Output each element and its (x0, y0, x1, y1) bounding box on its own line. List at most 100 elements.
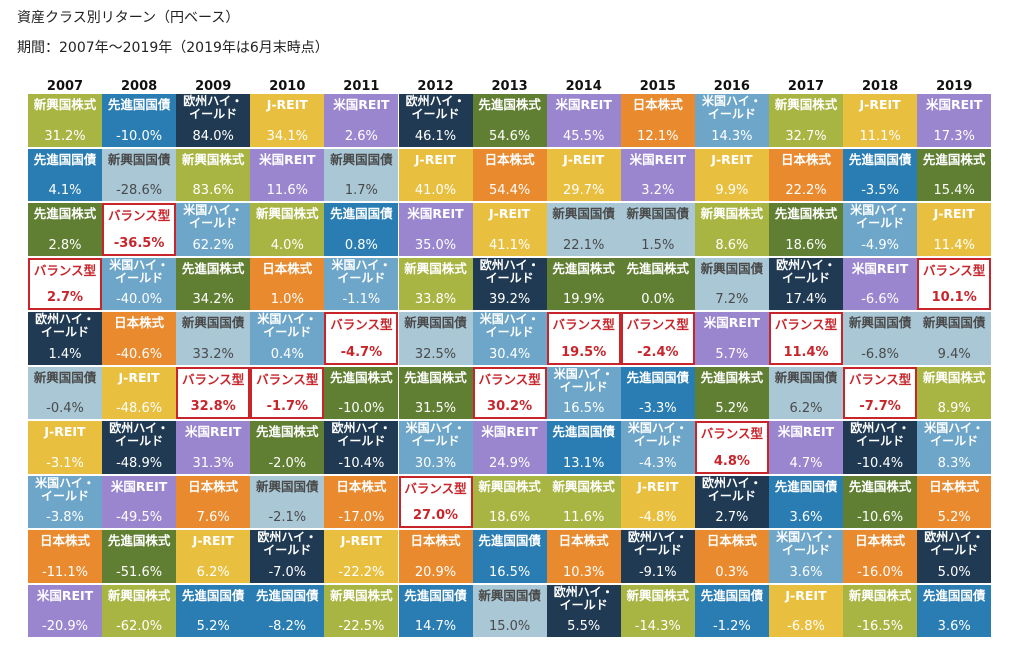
asset-class-label: 日本株式 (484, 151, 535, 167)
return-value: -22.5% (338, 619, 385, 634)
return-cell: 新興国国債 15.0% (472, 584, 547, 637)
return-cell: J-REIT 11.4% (917, 203, 992, 256)
return-value: -3.1% (46, 455, 84, 471)
asset-class-label: 新興国株式 (33, 97, 97, 112)
asset-class-label: バランス型 (182, 371, 245, 387)
return-cell: 欧州ハイ・ イールド 39.2% (472, 257, 547, 310)
asset-class-label: 米国REIT (185, 424, 242, 439)
asset-class-label: 日本株式 (558, 533, 609, 548)
return-value: 54.4% (488, 183, 531, 198)
return-value: -9.1% (638, 564, 677, 580)
asset-class-label: 日本株式 (188, 478, 239, 494)
return-value: 0.0% (641, 292, 675, 307)
asset-class-label: 新興国株式 (181, 151, 245, 167)
return-value: 6.2% (196, 564, 230, 580)
return-value: -4.8% (638, 510, 677, 525)
return-value: 14.7% (414, 619, 457, 634)
return-value: 11.1% (859, 128, 901, 144)
return-value: 20.9% (414, 564, 457, 580)
asset-class-label: 米国ハイ・ イールド (776, 530, 836, 557)
asset-class-label: 先進国国債 (256, 587, 319, 603)
asset-class-label: 新興国株式 (626, 587, 690, 603)
return-value: 22.1% (563, 237, 605, 253)
return-cell: 先進国株式 2.8% (28, 203, 102, 256)
return-cell: 米国ハイ・ イールド -40.0% (102, 257, 177, 310)
return-value: 11.4% (783, 344, 829, 360)
return-cell: 欧州ハイ・ イールド 5.5% (546, 584, 621, 637)
asset-class-label: バランス型 (848, 371, 912, 387)
return-cell: 日本株式 -11.1% (28, 530, 102, 583)
return-value: 32.8% (190, 399, 236, 414)
asset-class-label: J-REIT (414, 151, 457, 167)
return-value: 8.6% (715, 237, 749, 253)
return-cell: 米国REIT 31.3% (176, 421, 251, 474)
return-cell: 新興国国債 6.2% (769, 366, 843, 419)
return-cell: 新興国株式 -16.5% (843, 584, 918, 637)
return-cell: J-REIT 9.9% (694, 148, 769, 201)
return-cell: 日本株式 5.2% (917, 475, 992, 528)
return-cell: 先進国国債 -1.2% (694, 584, 769, 637)
return-value: -16.5% (857, 619, 904, 634)
return-value: 2.8% (48, 237, 82, 253)
asset-class-label: 新興国株式 (478, 478, 541, 494)
return-value: 5.0% (937, 564, 971, 580)
return-cell: 先進国株式 -10.0% (324, 366, 399, 419)
return-cell: 先進国株式 -10.6% (843, 475, 918, 528)
return-value: -3.3% (638, 401, 677, 416)
return-value: -7.7% (859, 399, 901, 414)
return-cell: 新興国国債 -28.6% (102, 148, 177, 201)
return-cell: 米国REIT -6.6% (843, 257, 918, 310)
return-cell: バランス型 32.8% (176, 366, 251, 419)
asset-class-label: 先進国国債 (774, 478, 838, 494)
asset-class-label: 米国ハイ・ イールド (257, 312, 318, 339)
asset-class-label: 米国REIT (629, 151, 686, 167)
asset-class-label: バランス型 (700, 426, 764, 441)
asset-class-label: 米国ハイ・ イールド (924, 421, 985, 448)
asset-class-label: J-REIT (340, 533, 382, 548)
asset-class-label: 日本株式 (262, 260, 313, 276)
return-cell: 先進国国債 -8.2% (250, 584, 325, 637)
asset-class-label: 先進国国債 (107, 97, 171, 112)
return-cell: 新興国国債 -0.4% (28, 366, 102, 419)
asset-class-label: バランス型 (330, 317, 393, 332)
asset-class-label: 先進国株式 (922, 151, 986, 167)
return-value: 0.8% (344, 237, 378, 253)
return-cell: 先進国株式 5.2% (694, 366, 769, 419)
asset-class-label: 新興国国債 (552, 206, 615, 221)
return-cell: 米国REIT 4.7% (769, 421, 843, 474)
return-value: -36.5% (113, 235, 165, 251)
asset-class-label: 米国ハイ・ イールド (553, 366, 614, 394)
return-cell: 米国REIT -20.9% (28, 584, 102, 637)
return-cell: 日本株式 20.9% (398, 530, 473, 583)
return-value: -62.0% (116, 619, 163, 634)
return-value: -51.6% (116, 564, 163, 580)
asset-class-label: 新興国株式 (330, 587, 393, 603)
year-label-2016: 2016 (713, 79, 750, 94)
return-value: -10.6% (857, 510, 904, 525)
asset-class-label: 日本株式 (410, 533, 461, 548)
return-value: 0.4% (270, 346, 304, 362)
asset-class-label: 欧州ハイ・ イールド (331, 421, 392, 448)
return-cell: 先進国国債 -3.3% (620, 366, 695, 419)
return-cell: バランス型 -1.7% (250, 366, 325, 419)
return-value: 5.2% (715, 401, 749, 416)
return-value: -49.5% (116, 510, 163, 525)
asset-class-label: J-REIT (933, 206, 975, 221)
return-value: 9.9% (715, 183, 749, 198)
asset-class-label: 米国ハイ・ イールド (850, 203, 910, 230)
return-value: -1.1% (342, 292, 381, 307)
return-value: 83.6% (192, 183, 234, 198)
return-value: 41.0% (414, 183, 457, 198)
return-cell: 新興国国債 22.1% (546, 203, 621, 256)
asset-class-label: 新興国国債 (107, 151, 171, 167)
return-cell: 日本株式 -16.0% (843, 530, 918, 583)
return-value: 10.3% (563, 564, 605, 580)
year-label-2014: 2014 (565, 79, 602, 94)
asset-class-label: 新興国国債 (404, 315, 467, 330)
return-value: 84.0% (192, 128, 234, 144)
return-cell: J-REIT 6.2% (176, 530, 251, 583)
return-cell: J-REIT 41.0% (398, 148, 473, 201)
asset-class-label: 米国REIT (110, 478, 168, 494)
return-value: -20.9% (42, 619, 88, 634)
return-value: 7.6% (196, 510, 230, 525)
